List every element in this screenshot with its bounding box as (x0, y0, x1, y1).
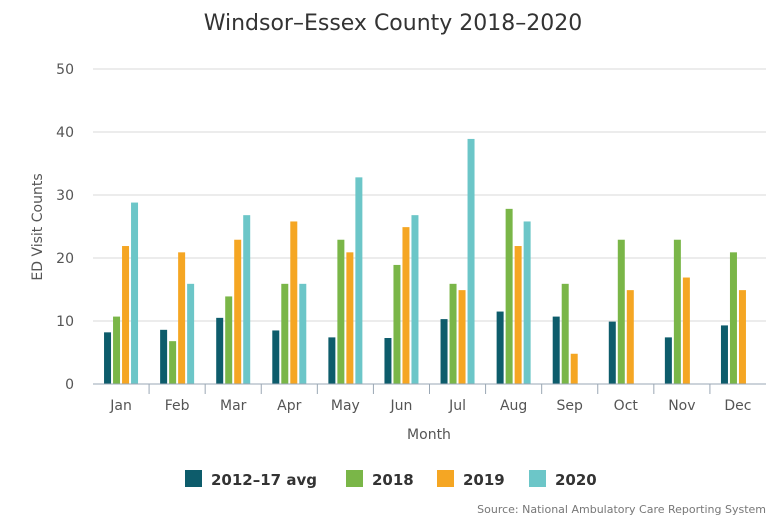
legend-label: 2012–17 avg (211, 471, 317, 489)
bar (608, 321, 616, 384)
bar (346, 252, 354, 384)
legend-swatch (346, 470, 363, 487)
x-tick-label: Aug (500, 398, 527, 414)
x-tick-label: Jun (390, 398, 413, 414)
legend-item[interactable]: 2019 (437, 470, 505, 489)
y-tick-label: 20 (56, 251, 74, 267)
bar (514, 246, 522, 384)
bar (496, 311, 504, 384)
legend-swatch (437, 470, 454, 487)
y-axis-title: ED Visit Counts (30, 173, 46, 280)
bar (664, 337, 672, 384)
x-tick-label: May (331, 398, 360, 414)
bar (393, 264, 401, 384)
bar (131, 202, 139, 384)
bar (570, 353, 578, 384)
bar (299, 283, 307, 384)
x-tick-label: Sep (557, 398, 584, 414)
bar (552, 316, 560, 384)
bar (440, 319, 448, 384)
bar (328, 337, 336, 384)
legend-item[interactable]: 2012–17 avg (185, 470, 317, 489)
legend-label: 2020 (555, 471, 597, 489)
y-tick-label: 40 (56, 125, 74, 141)
x-axis-title: Month (407, 427, 451, 443)
x-tick-label: Mar (220, 398, 247, 414)
bar (738, 290, 746, 384)
bar (104, 332, 112, 384)
x-tick-label: Apr (277, 398, 301, 414)
bar (411, 215, 419, 384)
bar (281, 283, 289, 384)
bar (729, 252, 737, 384)
bar (122, 246, 130, 384)
gridlines (93, 68, 766, 322)
bar (561, 283, 569, 384)
y-tick-label: 10 (56, 314, 74, 330)
bar (402, 227, 410, 384)
legend-swatch (185, 470, 202, 487)
x-tick-label: Oct (614, 398, 639, 414)
bar (617, 239, 625, 384)
bar (272, 330, 280, 384)
bar (290, 221, 298, 384)
legend-item[interactable]: 2020 (529, 470, 597, 489)
bar (355, 177, 363, 384)
bars (104, 138, 746, 384)
bar (505, 208, 513, 384)
bar (467, 138, 475, 384)
bar (626, 290, 634, 384)
bar (720, 325, 728, 384)
bar (160, 329, 168, 384)
x-tick-label: Jul (448, 398, 466, 414)
legend-label: 2018 (372, 471, 414, 489)
y-tick-label: 0 (65, 377, 74, 393)
bar (682, 277, 690, 384)
bar (384, 338, 392, 384)
x-tick-label: Jan (109, 398, 132, 414)
legend-item[interactable]: 2018 (346, 470, 414, 489)
bar (178, 252, 186, 384)
x-tick-label: Feb (165, 398, 190, 414)
bar (673, 239, 681, 384)
bar (187, 283, 195, 384)
legend-swatch (529, 470, 546, 487)
chart-title: Windsor–Essex County 2018–2020 (204, 11, 583, 36)
source-note: Source: National Ambulatory Care Reporti… (477, 503, 766, 516)
y-tick-label: 50 (56, 62, 74, 78)
x-tick-label: Nov (668, 398, 695, 414)
bar (243, 215, 251, 384)
legend-label: 2019 (463, 471, 505, 489)
bar (523, 221, 531, 384)
y-axis-ticks: 0 10 20 30 40 50 (56, 62, 74, 393)
bar (169, 341, 177, 384)
bar (234, 239, 242, 384)
bar (216, 317, 224, 384)
y-tick-label: 30 (56, 188, 74, 204)
legend: 2012–17 avg 2018 2019 2020 (185, 470, 597, 489)
bar (337, 239, 345, 384)
bar (449, 283, 457, 384)
bar (113, 316, 121, 384)
x-tick-label: Dec (724, 398, 751, 414)
x-axis-ticks: Jan Feb Mar Apr May Jun Jul Aug Sep Oct Nov Dec (109, 384, 752, 414)
bar (225, 296, 233, 384)
bar (458, 290, 466, 384)
